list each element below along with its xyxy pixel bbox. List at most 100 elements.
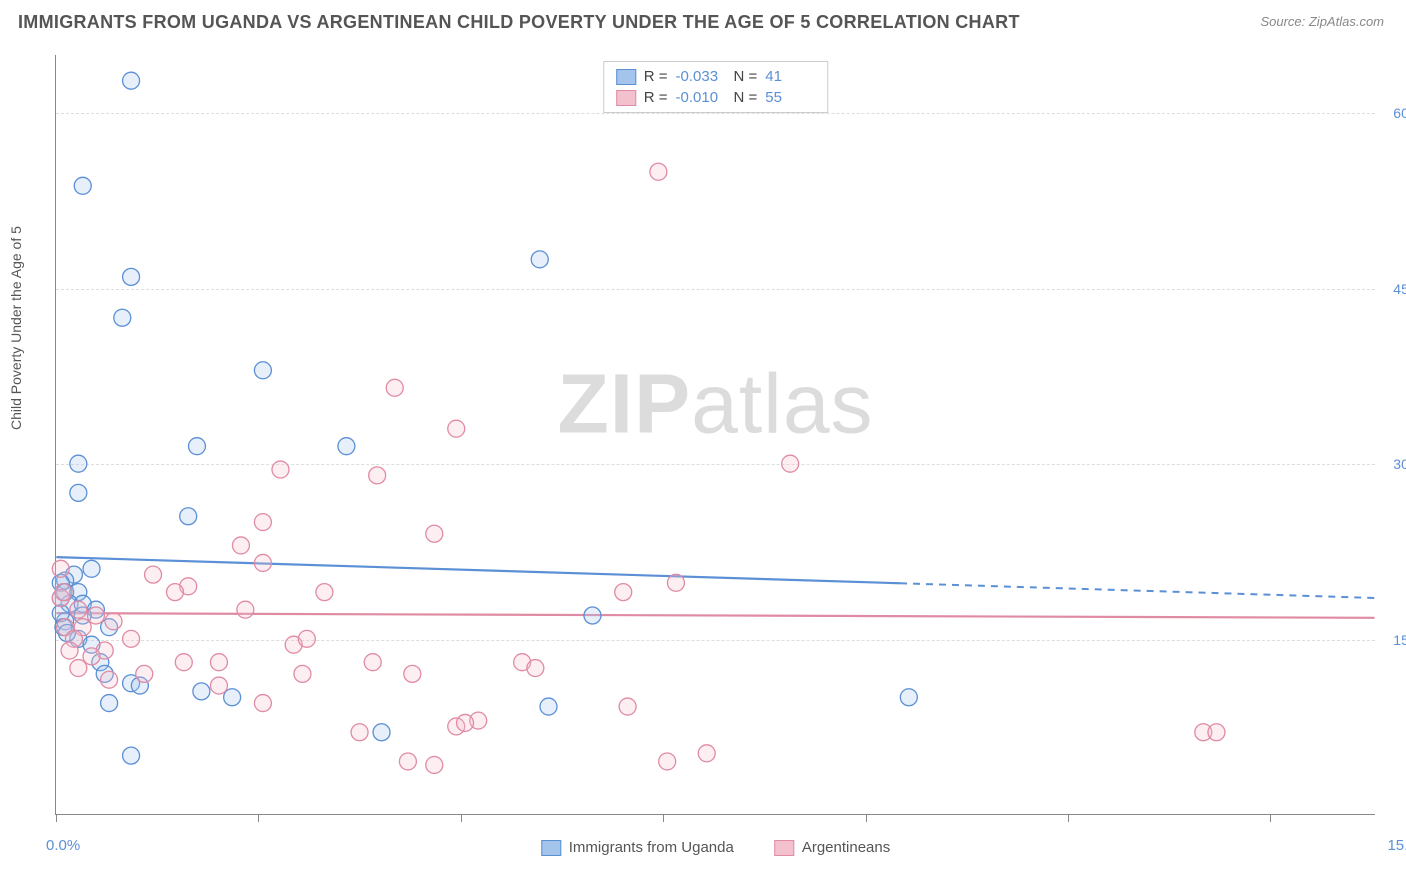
scatter-point	[254, 695, 271, 712]
r-value-1: -0.010	[676, 89, 726, 106]
x-tick	[461, 814, 462, 822]
gridline	[56, 640, 1375, 641]
scatter-point	[87, 607, 104, 624]
scatter-point	[96, 665, 113, 682]
x-tick	[1270, 814, 1271, 822]
legend-swatch-1	[616, 90, 636, 106]
x-tick	[663, 814, 664, 822]
scatter-point	[180, 578, 197, 595]
scatter-point	[584, 607, 601, 624]
scatter-point	[369, 467, 386, 484]
r-label-0: R =	[644, 68, 668, 85]
scatter-point	[136, 665, 153, 682]
series-legend: Immigrants from Uganda Argentineans	[541, 839, 890, 856]
scatter-point	[294, 665, 311, 682]
scatter-point	[386, 379, 403, 396]
scatter-point	[96, 642, 113, 659]
x-tick	[56, 814, 57, 822]
scatter-point	[52, 560, 69, 577]
scatter-point	[232, 537, 249, 554]
n-value-1: 55	[765, 89, 815, 106]
n-label-1: N =	[734, 89, 758, 106]
scatter-point	[57, 572, 74, 589]
legend-row-0: R = -0.033 N = 41	[616, 66, 816, 87]
scatter-point	[399, 753, 416, 770]
legend-row-1: R = -0.010 N = 55	[616, 87, 816, 108]
watermark-text: ZIPatlas	[557, 356, 873, 453]
scatter-point	[1195, 724, 1212, 741]
scatter-point	[540, 698, 557, 715]
scatter-point	[70, 660, 87, 677]
scatter-point	[175, 654, 192, 671]
legend-bottom-swatch-0	[541, 840, 561, 856]
scatter-point	[123, 268, 140, 285]
scatter-point	[470, 712, 487, 729]
legend-bottom-label-0: Immigrants from Uganda	[569, 839, 734, 856]
scatter-point	[70, 484, 87, 501]
scatter-point	[105, 613, 122, 630]
scatter-point	[52, 589, 69, 606]
scatter-point	[83, 560, 100, 577]
scatter-point	[426, 525, 443, 542]
scatter-point	[527, 660, 544, 677]
r-value-0: -0.033	[676, 68, 726, 85]
scatter-point	[52, 574, 69, 591]
scatter-point	[74, 607, 91, 624]
scatter-point	[316, 584, 333, 601]
scatter-point	[167, 584, 184, 601]
scatter-point	[900, 689, 917, 706]
scatter-point	[70, 584, 87, 601]
scatter-point	[448, 718, 465, 735]
scatter-point	[92, 654, 109, 671]
scatter-point	[61, 595, 78, 612]
legend-bottom-swatch-1	[774, 840, 794, 856]
scatter-point	[531, 251, 548, 268]
chart-title: IMMIGRANTS FROM UGANDA VS ARGENTINEAN CH…	[18, 12, 1020, 33]
legend-item-0: Immigrants from Uganda	[541, 839, 734, 856]
scatter-point	[338, 438, 355, 455]
scatter-point	[364, 654, 381, 671]
scatter-point	[101, 671, 118, 688]
scatter-point	[193, 683, 210, 700]
scatter-point	[698, 745, 715, 762]
scatter-point	[404, 665, 421, 682]
scatter-point	[74, 595, 91, 612]
scatter-svg	[56, 55, 1375, 814]
scatter-point	[254, 554, 271, 571]
scatter-point	[210, 654, 227, 671]
scatter-point	[101, 619, 118, 636]
scatter-point	[188, 438, 205, 455]
scatter-point	[74, 177, 91, 194]
scatter-point	[650, 163, 667, 180]
x-tick	[866, 814, 867, 822]
chart-container: IMMIGRANTS FROM UGANDA VS ARGENTINEAN CH…	[0, 0, 1406, 892]
scatter-point	[123, 675, 140, 692]
gridline	[56, 464, 1375, 465]
x-axis-max-label: 15.0%	[1387, 837, 1406, 854]
scatter-point	[101, 695, 118, 712]
scatter-point	[237, 601, 254, 618]
y-tick-label: 30.0%	[1381, 456, 1406, 472]
n-label-0: N =	[734, 68, 758, 85]
scatter-point	[373, 724, 390, 741]
y-tick-label: 60.0%	[1381, 105, 1406, 121]
scatter-point	[123, 747, 140, 764]
scatter-point	[114, 309, 131, 326]
scatter-point	[426, 756, 443, 773]
scatter-point	[180, 508, 197, 525]
scatter-point	[55, 619, 72, 636]
scatter-point	[74, 619, 91, 636]
legend-bottom-label-1: Argentineans	[802, 839, 890, 856]
scatter-point	[210, 677, 227, 694]
scatter-point	[619, 698, 636, 715]
scatter-point	[514, 654, 531, 671]
source-label: Source: ZipAtlas.com	[1260, 14, 1384, 29]
scatter-point	[52, 589, 69, 606]
watermark-bold: ZIP	[557, 357, 691, 451]
y-tick-label: 45.0%	[1381, 281, 1406, 297]
regression-line	[56, 557, 900, 583]
scatter-point	[57, 613, 74, 630]
scatter-point	[61, 642, 78, 659]
scatter-point	[457, 714, 474, 731]
x-tick	[1068, 814, 1069, 822]
